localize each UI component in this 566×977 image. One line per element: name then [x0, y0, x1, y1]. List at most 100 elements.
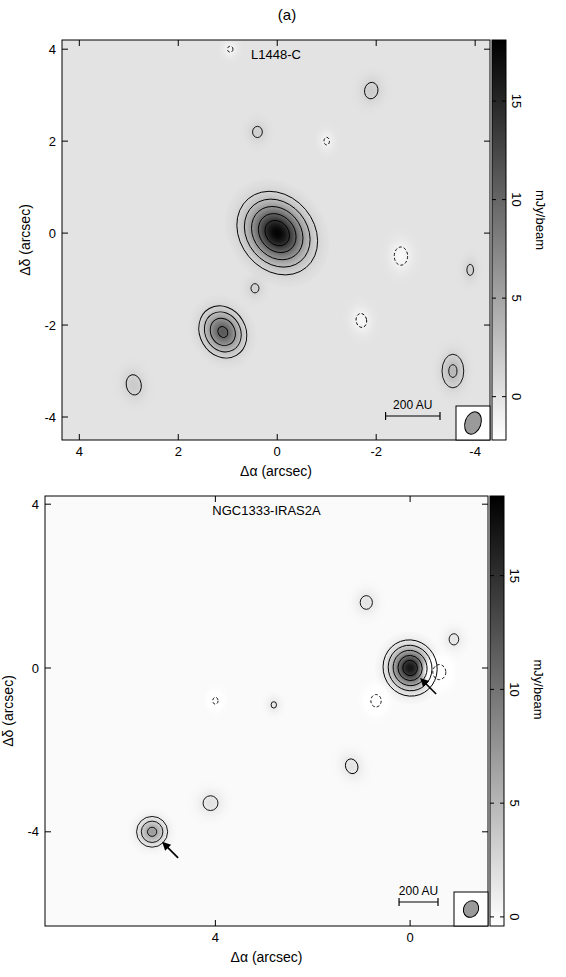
source-image	[312, 120, 342, 161]
colorbar-tick	[490, 689, 494, 690]
contour	[375, 632, 445, 704]
colorbar-label: mJy/beam	[531, 660, 546, 720]
y-tick	[484, 233, 490, 234]
y-tick	[62, 49, 68, 50]
x-tick-label: 4	[76, 444, 83, 459]
y-tick	[482, 504, 488, 505]
x-tick	[79, 40, 80, 46]
beam-box	[456, 406, 490, 440]
scale-bar-line	[399, 901, 438, 902]
contour	[324, 137, 329, 145]
x-tick	[376, 434, 377, 440]
y-tick	[482, 668, 488, 669]
colorbar-tick-label: 15	[509, 94, 524, 108]
frame	[45, 496, 488, 926]
beam	[462, 409, 485, 436]
y-tick	[484, 49, 490, 50]
x-tick	[410, 496, 411, 502]
contour	[227, 46, 232, 52]
beam	[460, 898, 481, 920]
x-tick	[277, 40, 278, 46]
y-axis-title: Δδ (arcsec)	[17, 204, 33, 276]
colorbar-tick-label: 5	[507, 800, 522, 807]
colorbar-tick	[492, 396, 496, 397]
contour	[260, 215, 295, 250]
scale-bar-label: 200 AU	[399, 884, 438, 898]
contour	[271, 702, 276, 708]
contour	[371, 695, 381, 707]
y-tick	[45, 831, 51, 832]
y-tick	[62, 141, 68, 142]
source-image	[345, 60, 398, 122]
source-image	[238, 110, 277, 154]
contour	[251, 284, 259, 293]
x-tick-label: 0	[406, 930, 413, 945]
source-image	[416, 645, 463, 699]
x-axis-title: Δα (arcsec)	[231, 949, 303, 965]
colorbar-tick	[492, 101, 496, 102]
colorbar-tick	[502, 199, 506, 200]
y-axis-title: Δδ (arcsec)	[0, 675, 16, 747]
contour	[433, 665, 446, 680]
y-tick-label: -4	[44, 410, 56, 425]
source-image	[237, 268, 273, 309]
scale-bar: 200 AU	[386, 398, 440, 420]
x-tick	[79, 434, 80, 440]
x-tick-label: -2	[370, 444, 382, 459]
contour	[216, 325, 230, 339]
contour	[231, 186, 324, 281]
colorbar-tick	[490, 575, 494, 576]
colorbar-tick	[500, 575, 504, 576]
contour	[251, 206, 304, 260]
background	[62, 40, 490, 440]
x-tick	[178, 40, 179, 46]
contour	[253, 126, 263, 137]
y-tick	[45, 668, 51, 669]
contour	[382, 639, 439, 697]
contour	[203, 796, 218, 811]
x-tick-label: 0	[274, 444, 281, 459]
scale-bar-label: 200 AU	[393, 398, 432, 412]
y-tick-label: -4	[27, 824, 39, 839]
colorbar	[492, 40, 506, 440]
source-image	[379, 226, 424, 287]
contour	[388, 646, 432, 691]
x-tick-label: -4	[469, 444, 481, 459]
colorbar-tick	[502, 298, 506, 299]
y-tick-label: 2	[49, 134, 56, 149]
x-tick	[277, 434, 278, 440]
source-image	[215, 40, 245, 66]
colorbar-tick	[490, 803, 494, 804]
colorbar-tick	[492, 199, 496, 200]
contour	[449, 365, 457, 378]
contour	[401, 658, 420, 677]
scale-bar-cap	[439, 412, 440, 420]
colorbar-tick	[500, 916, 504, 917]
x-tick	[215, 920, 216, 926]
beam-box	[454, 892, 488, 926]
contour	[205, 314, 240, 351]
source-image	[431, 337, 476, 406]
source-image	[201, 682, 230, 719]
colorbar-tick-label: 5	[509, 295, 524, 302]
panel-title: L1448-C	[251, 47, 301, 62]
source-image	[107, 351, 161, 419]
source-image	[344, 578, 388, 627]
colorbar-tick-label: 0	[507, 913, 522, 920]
contour	[125, 373, 143, 396]
contour	[197, 305, 248, 358]
frame	[62, 40, 490, 440]
y-tick	[62, 233, 68, 234]
y-tick-label: -2	[44, 318, 56, 333]
contour	[355, 313, 368, 329]
colorbar	[490, 496, 504, 926]
x-axis-title: Δα (arcsec)	[240, 463, 312, 479]
source-image	[455, 245, 485, 295]
panel-label: (a)	[278, 6, 296, 23]
contour	[449, 634, 459, 645]
colorbar-tick	[502, 101, 506, 102]
source-image	[322, 733, 382, 799]
contour	[189, 297, 256, 367]
background	[45, 496, 488, 926]
contour	[141, 821, 163, 842]
